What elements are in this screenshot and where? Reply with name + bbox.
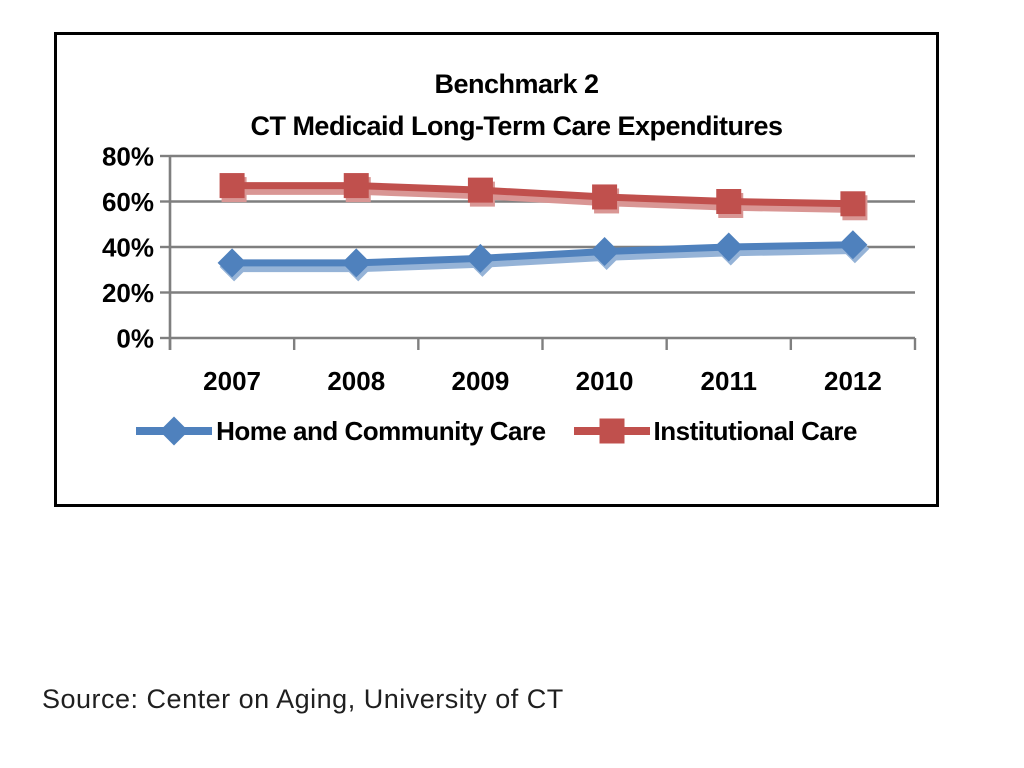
chart-frame: Benchmark 2 CT Medicaid Long-Term Care E… — [54, 32, 939, 507]
series-square — [219, 173, 866, 217]
series-marker — [219, 173, 245, 199]
series-marker — [341, 248, 371, 278]
legend-marker-sample — [159, 416, 189, 446]
series-marker — [467, 177, 493, 203]
source-caption: Source: Center on Aging, University of C… — [42, 684, 564, 714]
y-axis-tick-label: 20% — [102, 278, 154, 308]
y-axis-tick-label: 40% — [102, 232, 154, 262]
legend-label: Institutional Care — [653, 415, 858, 446]
series-marker — [592, 184, 618, 210]
chart-legend: Home and Community Care Institutional Car… — [57, 413, 936, 449]
y-axis-tick-label: 80% — [102, 141, 154, 171]
series-marker — [838, 230, 868, 260]
legend-marker-sample — [599, 418, 625, 444]
series-marker — [714, 232, 744, 262]
series-line-ghost — [235, 188, 856, 214]
series-marker — [840, 191, 866, 217]
series-diamond — [217, 230, 868, 278]
line-chart-plot: 80% 60% 40% 20% 0% 2007 2008 2009 2010 2011 2012 — [102, 141, 917, 396]
x-axis-tick-label: 2009 — [451, 366, 509, 396]
chart-title-line2: CT Medicaid Long-Term Care Expenditures — [250, 111, 783, 141]
chart-title: Benchmark 2 CT Medicaid Long-Term Care E… — [97, 63, 936, 147]
series-marker — [590, 237, 620, 267]
y-axis-tick-label: 60% — [102, 187, 154, 217]
series-line — [232, 182, 853, 208]
y-axis-tick-label: 0% — [116, 323, 154, 353]
legend-item: Institutional Care — [573, 414, 858, 448]
x-axis-tick-label: 2008 — [327, 366, 385, 396]
series-line-ghost — [235, 247, 856, 273]
series-marker — [465, 243, 495, 273]
legend-diamond-marker-icon — [136, 416, 213, 446]
x-axis-tick-label: 2010 — [576, 366, 634, 396]
legend-label: Home and Community Care — [216, 415, 546, 446]
x-axis-tick-label: 2011 — [701, 366, 757, 396]
x-axis-tick-label: 2012 — [824, 366, 882, 396]
series-marker — [716, 189, 742, 214]
series-marker — [343, 173, 369, 199]
series-line — [232, 241, 853, 267]
legend-square-marker-icon — [573, 418, 650, 444]
chart-title-line1: Benchmark 2 — [434, 69, 599, 99]
x-axis-tick-label: 2007 — [203, 366, 261, 396]
legend-item: Home and Community Care — [136, 414, 546, 448]
series-marker — [217, 248, 247, 278]
